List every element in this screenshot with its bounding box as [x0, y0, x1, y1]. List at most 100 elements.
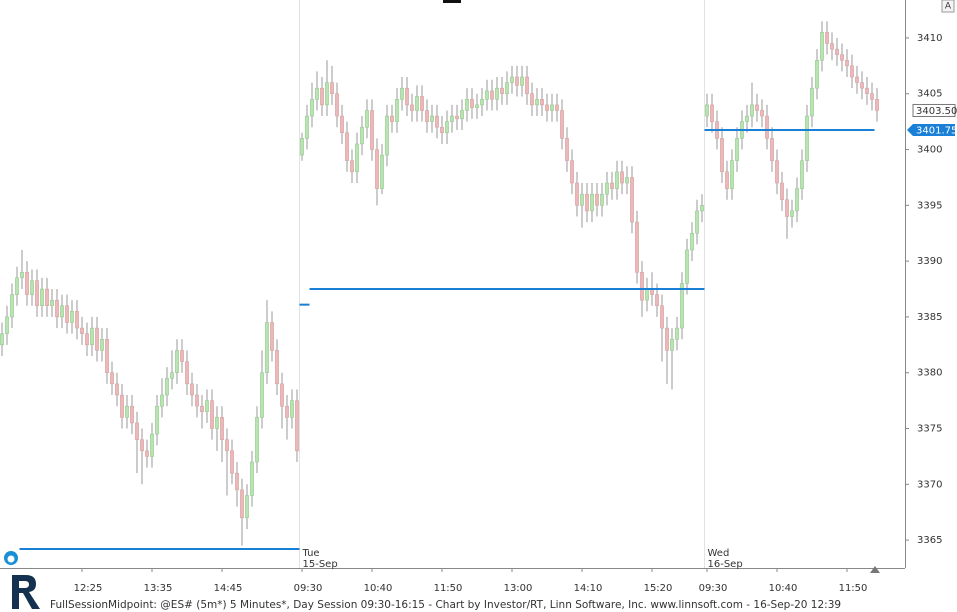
candle-body — [675, 327, 679, 340]
candle-body — [220, 417, 224, 440]
candle-body — [495, 87, 499, 100]
auto-scale-button[interactable] — [941, 0, 955, 13]
candle-body — [240, 489, 244, 519]
candle-body — [665, 327, 669, 351]
candle-body — [730, 160, 734, 189]
candle-body — [145, 450, 149, 457]
candle-body — [305, 115, 309, 139]
candle-body — [445, 121, 449, 134]
candle-body — [140, 439, 144, 452]
candle-body — [300, 138, 304, 156]
candle-body — [135, 422, 139, 440]
candle-body — [640, 272, 644, 301]
candle-body — [480, 99, 484, 106]
candle-body — [695, 210, 699, 234]
candle-body — [115, 383, 119, 396]
x-tick-label: 14:10 — [574, 583, 603, 594]
candle-body — [295, 400, 299, 452]
candle-body — [525, 76, 529, 94]
session-date: 15-Sep — [303, 559, 338, 570]
candle-body — [435, 115, 439, 128]
candle-body — [415, 96, 419, 111]
candle-body — [615, 171, 619, 189]
candle-body — [265, 322, 269, 373]
candle-body — [465, 99, 469, 111]
candle-body — [510, 76, 514, 83]
candle-body — [455, 115, 459, 120]
candle-body — [755, 104, 759, 111]
y-tick-label: 3405 — [917, 89, 942, 100]
candle-body — [475, 104, 479, 108]
top-marker — [443, 0, 461, 3]
candle-body — [405, 87, 409, 106]
candle-body — [250, 461, 254, 496]
candle-body — [410, 104, 414, 111]
candle-body — [660, 305, 664, 329]
candle-body — [875, 99, 879, 111]
candle-body — [780, 182, 784, 200]
candle-body — [425, 110, 429, 122]
candle-body — [390, 115, 394, 122]
candle-body — [345, 132, 349, 161]
candle-body — [500, 87, 504, 94]
candle-body — [865, 87, 869, 94]
candle-body — [30, 280, 34, 295]
candle-body — [210, 400, 214, 429]
candle-body — [385, 115, 389, 156]
logo — [6, 573, 42, 610]
candle-body — [770, 138, 774, 161]
candle-body — [100, 338, 104, 351]
candle-body — [360, 126, 364, 145]
candle-body — [40, 288, 44, 307]
x-tick-label: 13:35 — [144, 583, 173, 594]
candle-body — [45, 288, 49, 307]
candle-body — [75, 311, 79, 329]
candle-body — [35, 280, 39, 307]
candle-body — [215, 417, 219, 429]
last-price-box — [912, 103, 956, 117]
candle-body — [850, 65, 854, 78]
candle-body — [700, 205, 704, 212]
session-date: 16-Sep — [708, 559, 743, 570]
candle-body — [855, 76, 859, 83]
candle-body — [290, 400, 294, 418]
candle-body — [105, 338, 109, 373]
candle-body — [60, 305, 64, 318]
candle-body — [830, 43, 834, 50]
candle-body — [590, 193, 594, 212]
candle-body — [635, 221, 639, 273]
candle-body — [585, 193, 589, 212]
candle-body — [785, 199, 789, 217]
midpoint-price-label: 3401.75 — [916, 126, 957, 137]
candle-body — [365, 110, 369, 128]
candle-body — [450, 115, 454, 122]
candle-body — [245, 495, 249, 519]
candle-body — [375, 149, 379, 189]
candle-body — [820, 32, 824, 61]
candle-body — [205, 400, 209, 413]
candle-body — [485, 90, 489, 100]
candle-body — [120, 394, 124, 418]
candle-body — [595, 193, 599, 206]
session-day: Tue — [302, 548, 320, 559]
timer-icon-face — [7, 555, 15, 563]
candle-body — [0, 333, 4, 346]
candle-body — [540, 99, 544, 106]
candle-body — [355, 143, 359, 173]
candle-body — [845, 60, 849, 67]
candle-body — [630, 177, 634, 223]
candle-body — [285, 405, 289, 418]
x-tick-label: 09:30 — [294, 583, 323, 594]
candle-body — [705, 104, 709, 117]
candle-body — [815, 60, 819, 89]
candle-body — [840, 54, 844, 61]
midpoint-price-box — [907, 124, 955, 137]
candle-body — [190, 383, 194, 396]
candle-body — [195, 394, 199, 407]
session-day: Wed — [708, 548, 730, 559]
candle-body — [200, 405, 204, 413]
candle-body — [180, 350, 184, 362]
candle-body — [570, 160, 574, 184]
candle-body — [80, 327, 84, 334]
candle-body — [310, 99, 314, 117]
